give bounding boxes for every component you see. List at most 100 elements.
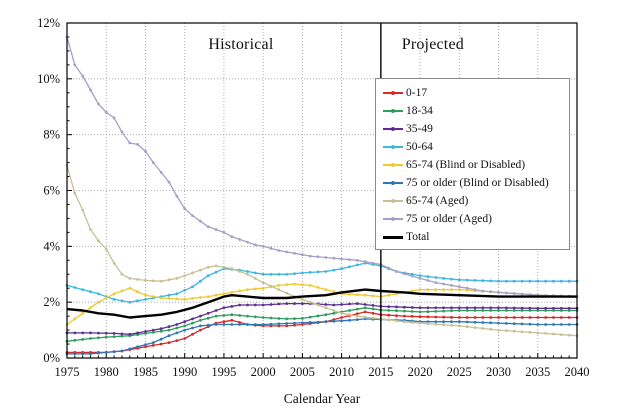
series-marker-75-or-older-blind-or-disabled	[505, 322, 508, 325]
plot-frame	[66, 22, 578, 359]
series-marker-65-74-aged	[395, 319, 398, 323]
series-marker-75-or-older-aged	[112, 116, 116, 120]
series-marker-18-34	[238, 314, 242, 317]
series-marker-75-or-older-aged	[371, 261, 375, 265]
y-tick-label: 4%	[43, 239, 60, 253]
series-marker-35-49	[324, 303, 328, 306]
series-marker-75-or-older-blind-or-disabled	[277, 322, 281, 326]
series-marker-0-17	[183, 337, 187, 340]
series-marker-65-74-aged	[363, 315, 367, 319]
series-marker-35-49	[520, 306, 524, 310]
series-marker-35-49	[238, 303, 242, 307]
series-marker-75-or-older-aged	[355, 258, 359, 262]
legend-line-swatch-75-or-older-aged	[383, 217, 403, 221]
series-marker-18-34	[151, 330, 155, 334]
series-marker-65-74-aged	[340, 311, 343, 315]
series-marker-75-or-older-blind-or-disabled	[128, 347, 132, 351]
series-marker-18-34	[489, 309, 493, 312]
series-marker-65-74-blind-or-disabled	[301, 283, 304, 287]
legend-item-75-or-older-blind-or-disabled: 75 or older (Blind or Disabled)	[383, 174, 569, 192]
series-line-50-64	[66, 262, 577, 303]
x-tick-label: 2020	[408, 365, 433, 379]
legend-item-0-17: 0-17	[383, 84, 569, 102]
series-marker-0-17	[434, 315, 438, 319]
series-marker-65-74-blind-or-disabled	[355, 293, 359, 297]
series-marker-0-17	[151, 344, 155, 347]
series-marker-0-17	[340, 316, 343, 319]
series-marker-35-49	[104, 331, 108, 335]
series-marker-0-17	[552, 316, 555, 319]
series-marker-65-74-aged	[112, 261, 116, 265]
series-marker-18-34	[426, 310, 430, 314]
series-marker-18-34	[355, 307, 359, 311]
series-marker-65-74-blind-or-disabled	[277, 284, 281, 287]
x-tick-label: 2015	[368, 365, 393, 379]
series-marker-65-74-blind-or-disabled	[183, 298, 187, 301]
series-marker-65-74-aged	[559, 333, 563, 336]
legend-line-swatch-35-49	[383, 127, 403, 131]
series-marker-35-49	[246, 303, 249, 307]
series-marker-65-74-blind-or-disabled	[332, 290, 336, 294]
series-marker-50-64	[73, 286, 77, 289]
series-marker-35-49	[301, 302, 304, 305]
series-marker-18-34	[269, 316, 273, 320]
x-tick-label: 2035	[525, 365, 550, 379]
series-marker-65-74-aged	[261, 281, 265, 284]
legend-label-65-74-blind-or-disabled: 65-74 (Blind or Disabled)	[406, 159, 526, 171]
series-marker-75-or-older-aged	[144, 150, 147, 153]
series-marker-50-64	[348, 265, 351, 269]
legend-line-swatch-18-34	[383, 109, 403, 113]
series-marker-75-or-older-blind-or-disabled	[332, 319, 336, 323]
series-marker-65-74-aged	[285, 291, 289, 295]
series-marker-75-or-older-blind-or-disabled	[159, 337, 163, 341]
series-marker-65-74-blind-or-disabled	[144, 293, 147, 297]
series-marker-65-74-aged	[199, 268, 202, 272]
x-tick-label: 2025	[447, 365, 472, 379]
series-marker-65-74-blind-or-disabled	[222, 292, 226, 296]
series-marker-0-17	[395, 314, 398, 318]
series-marker-75-or-older-aged	[528, 293, 532, 296]
series-marker-75-or-older-aged	[497, 291, 500, 294]
series-marker-35-49	[481, 306, 485, 310]
series-marker-18-34	[175, 326, 179, 330]
series-marker-50-64	[167, 293, 171, 297]
series-marker-35-49	[544, 306, 547, 310]
series-marker-18-34	[261, 316, 265, 319]
series-marker-75-or-older-aged	[128, 141, 132, 145]
series-marker-35-49	[97, 331, 100, 335]
y-tick-label: 12%	[37, 16, 60, 30]
series-marker-65-74-blind-or-disabled	[324, 288, 328, 291]
series-marker-75-or-older-aged	[230, 235, 234, 239]
series-marker-50-64	[293, 272, 296, 275]
series-marker-35-49	[512, 306, 516, 310]
series-marker-65-74-blind-or-disabled	[238, 289, 242, 293]
series-marker-75-or-older-blind-or-disabled	[340, 319, 343, 323]
series-marker-35-49	[340, 303, 343, 306]
series-marker-65-74-blind-or-disabled	[191, 297, 194, 300]
series-marker-75-or-older-aged	[434, 281, 438, 284]
series-marker-65-74-aged	[120, 272, 124, 276]
series-marker-0-17	[481, 316, 485, 319]
series-marker-50-64	[465, 278, 469, 282]
series-marker-75-or-older-blind-or-disabled	[230, 323, 234, 326]
series-marker-75-or-older-blind-or-disabled	[285, 322, 289, 325]
series-marker-75-or-older-aged	[348, 258, 351, 261]
series-marker-65-74-blind-or-disabled	[434, 288, 438, 291]
series-marker-35-49	[120, 332, 124, 336]
x-tick-label: 2000	[251, 365, 276, 379]
legend-item-65-74-aged: 65-74 (Aged)	[383, 192, 569, 210]
legend-item-65-74-blind-or-disabled: 65-74 (Blind or Disabled)	[383, 156, 569, 174]
series-marker-35-49	[277, 302, 281, 306]
series-marker-50-64	[489, 279, 493, 283]
series-marker-75-or-older-aged	[450, 284, 453, 287]
legend-line-swatch-total	[383, 235, 403, 239]
series-marker-75-or-older-aged	[489, 290, 493, 294]
series-marker-18-34	[481, 309, 485, 312]
series-marker-65-74-aged	[144, 279, 147, 282]
series-marker-35-49	[395, 305, 398, 309]
series-marker-0-17	[387, 313, 391, 317]
series-marker-18-34	[473, 309, 477, 312]
series-marker-75-or-older-aged	[214, 228, 218, 232]
series-marker-35-49	[269, 303, 273, 306]
